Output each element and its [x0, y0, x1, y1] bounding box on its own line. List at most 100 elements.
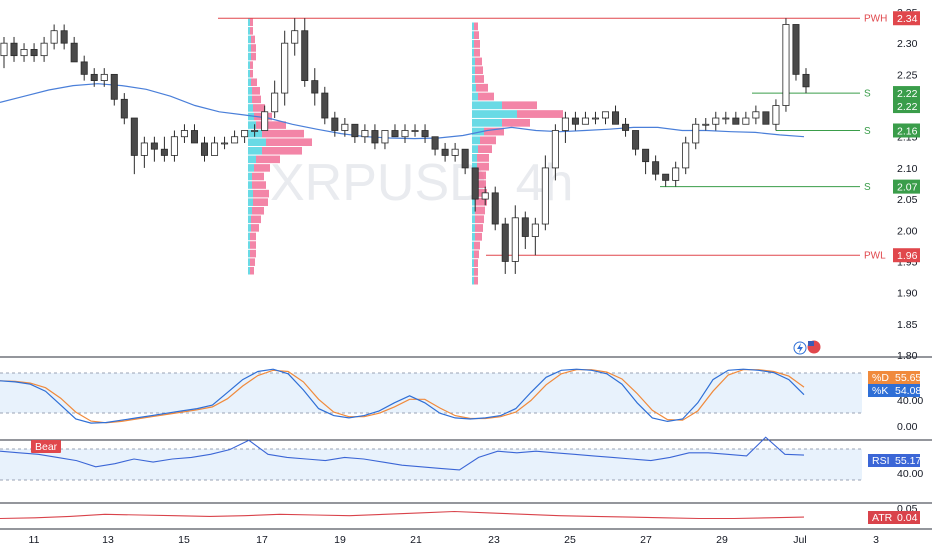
- level-value-3: 2.07: [897, 182, 918, 194]
- vp-sell-bar: [475, 206, 485, 215]
- rsi-bear-label: Bear: [35, 441, 58, 453]
- vp-sell-bar: [250, 69, 253, 78]
- vp-buy-bar: [248, 172, 252, 181]
- candle-body: [0, 42, 8, 57]
- event-icons[interactable]: [793, 339, 822, 355]
- vp-sell-bar: [250, 241, 256, 249]
- candle-body: [341, 123, 349, 131]
- vp-buy-bar: [248, 181, 252, 189]
- candle-body: [622, 123, 630, 131]
- candle-body: [291, 30, 299, 44]
- vp-buy-bar: [472, 57, 475, 66]
- vp-sell-bar: [474, 250, 479, 259]
- time-tick-7: 25: [564, 534, 576, 546]
- candle-body: [762, 111, 770, 125]
- vp-sell-bar: [252, 181, 266, 189]
- price-tick-1.80: 1.80: [897, 350, 918, 362]
- stoch-k-line: [0, 368, 805, 424]
- candle-body: [521, 217, 529, 237]
- vp-buy-bar: [472, 197, 475, 206]
- vp-sell-bar: [476, 83, 488, 92]
- vp-buy-bar: [472, 145, 478, 153]
- candle-body: [591, 117, 599, 120]
- candle-body: [40, 42, 48, 57]
- vp-sell-bar: [256, 121, 286, 129]
- vp-sell-bar: [254, 164, 270, 172]
- candle-body: [311, 80, 319, 94]
- atr-label: ATR: [872, 512, 893, 524]
- vp-buy-bar: [248, 78, 251, 87]
- price-tick-1.85: 1.85: [897, 319, 918, 331]
- candle-body: [371, 130, 379, 144]
- candle-body: [662, 173, 670, 181]
- candle-body: [421, 130, 429, 138]
- vp-buy-bar: [248, 147, 262, 155]
- time-tick-9: 29: [716, 534, 728, 546]
- candle-body: [451, 148, 459, 156]
- vp-sell-bar: [250, 249, 256, 258]
- vp-sell-bar: [252, 206, 264, 215]
- svg-text:0.04: 0.04: [897, 512, 918, 524]
- vp-buy-bar: [472, 136, 480, 145]
- candle-body: [541, 167, 549, 225]
- candle-body: [361, 130, 369, 138]
- vp-buy-bar: [248, 189, 253, 198]
- vp-sell-bar: [251, 52, 256, 61]
- vp-sell-bar: [250, 258, 255, 266]
- candle-body: [742, 117, 750, 125]
- rsi-tag: [868, 454, 920, 467]
- vp-sell-bar: [262, 129, 304, 138]
- candle-body: [301, 30, 309, 81]
- vp-sell-bar: [476, 171, 486, 180]
- vp-sell-bar: [474, 40, 480, 48]
- vp-buy-bar: [248, 232, 250, 241]
- candle-body: [261, 111, 269, 131]
- candle-body: [431, 136, 439, 150]
- vp-buy-bar: [248, 266, 250, 275]
- vp-buy-bar: [248, 61, 250, 69]
- candle-body: [601, 111, 610, 119]
- candle-body: [772, 105, 780, 125]
- candle-body: [391, 130, 399, 138]
- stoch-k-label: %K: [872, 385, 888, 397]
- time-tick-0: 11: [29, 534, 40, 546]
- price-tick-1.90: 1.90: [897, 288, 918, 300]
- rsi-value: 55.17: [895, 455, 921, 467]
- candle-body: [802, 73, 810, 88]
- vp-buy-bar: [472, 276, 474, 285]
- atr-pane: 0.05 ATR 0.04: [0, 503, 920, 524]
- svg-text:55.17: 55.17: [895, 455, 921, 467]
- candle-body: [792, 24, 800, 75]
- candle-body: [441, 148, 449, 156]
- candle-body: [581, 117, 589, 125]
- vp-sell-bar: [475, 215, 484, 224]
- vp-buy-bar: [248, 224, 251, 232]
- candle-body: [271, 92, 279, 113]
- candle-body: [722, 117, 730, 120]
- candle-body: [612, 111, 620, 125]
- vp-sell-bar: [475, 66, 483, 75]
- vp-buy-bar: [248, 138, 266, 146]
- level-label-3: S: [864, 182, 871, 193]
- time-axis: 11 13 15 17 19 21 23 25 27 29 Jul 3: [29, 534, 880, 546]
- vp-buy-bar: [248, 215, 251, 224]
- rsi-label: RSI: [872, 455, 890, 467]
- vp-buy-bar: [472, 241, 474, 250]
- candle-body: [110, 73, 118, 100]
- candle-body: [712, 117, 720, 125]
- vp-sell-bar: [475, 232, 482, 241]
- vp-buy-bar: [472, 127, 484, 136]
- candle-body: [331, 117, 339, 131]
- candle-body: [652, 161, 660, 175]
- candle-body: [130, 117, 138, 156]
- candle-body: [491, 192, 499, 225]
- vp-buy-bar: [248, 44, 251, 52]
- candle-body: [251, 130, 259, 132]
- vp-sell-bar: [502, 101, 537, 110]
- level-tag-1: [893, 86, 920, 101]
- vp-sell-bar: [474, 241, 480, 250]
- level-tags: 2.34 2.22 2.16 2.07 1.96 2.22: [893, 11, 920, 263]
- candle-body: [70, 42, 78, 63]
- vp-sell-bar: [480, 136, 496, 145]
